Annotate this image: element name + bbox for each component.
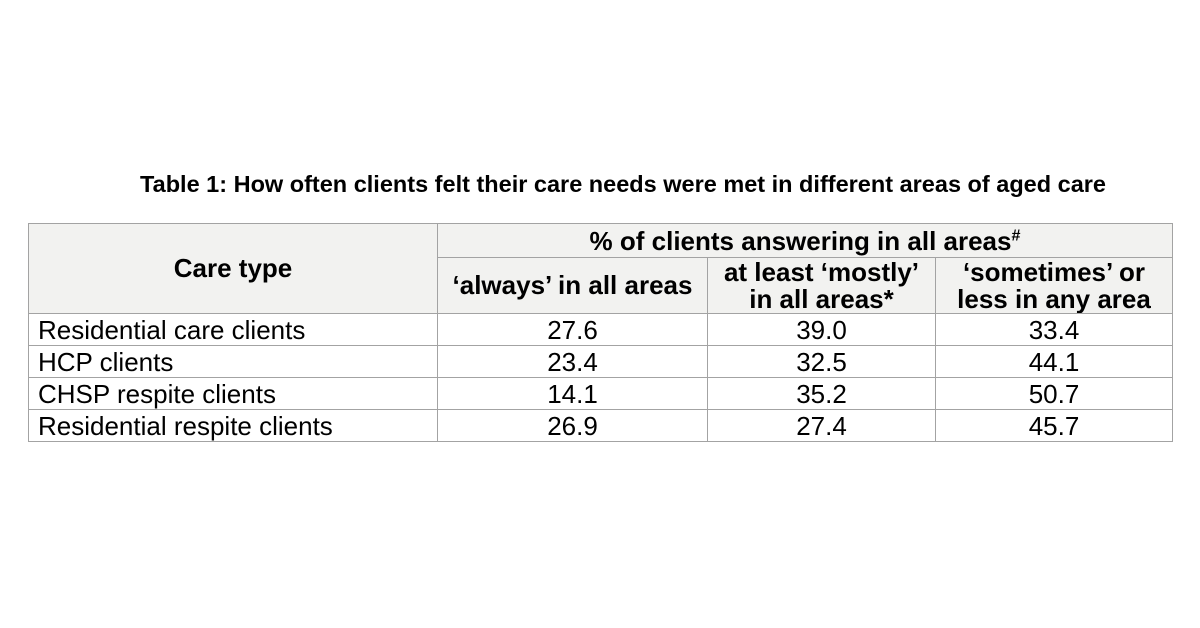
column-header: at least ‘mostly’ in all areas*: [707, 257, 936, 314]
column-header-line: at least ‘mostly’: [723, 257, 920, 287]
value-cell: 26.9: [437, 409, 708, 442]
column-header-line: ‘always’ in all areas: [452, 270, 693, 300]
value-cell: 27.4: [707, 409, 936, 442]
value-cell: 39.0: [707, 313, 936, 346]
column-header-line: in all areas*: [749, 283, 894, 314]
table-row: Residential care clients 27.6 39.0 33.4: [28, 313, 1173, 346]
group-header: % of clients answering in all areas#: [437, 223, 1173, 258]
table-title: Table 1: How often clients felt their ca…: [140, 171, 1106, 197]
data-table: Care type % of clients answering in all …: [28, 223, 1173, 442]
column-header: ‘sometimes’ or less in any area: [935, 257, 1173, 314]
table-row: Residential respite clients 26.9 27.4 45.7: [28, 409, 1173, 442]
header-row-group: Care type % of clients answering in all …: [28, 223, 1173, 314]
value-cell: 50.7: [935, 377, 1173, 410]
value-cell: 35.2: [707, 377, 936, 410]
group-header-text: % of clients answering in all areas: [589, 225, 1012, 256]
value-cell: 32.5: [707, 345, 936, 378]
care-type-cell: Residential respite clients: [28, 409, 438, 442]
column-header: ‘always’ in all areas: [437, 257, 708, 314]
table-row: CHSP respite clients 14.1 35.2 50.7: [28, 377, 1173, 410]
care-type-cell: Residential care clients: [28, 313, 438, 346]
value-cell: 45.7: [935, 409, 1173, 442]
care-type-header: Care type: [28, 223, 438, 314]
table-row: HCP clients 23.4 32.5 44.1: [28, 345, 1173, 378]
care-type-cell: HCP clients: [28, 345, 438, 378]
value-cell: 27.6: [437, 313, 708, 346]
care-type-cell: CHSP respite clients: [28, 377, 438, 410]
group-header-superscript: #: [1011, 225, 1021, 244]
value-cell: 14.1: [437, 377, 708, 410]
value-cell: 44.1: [935, 345, 1173, 378]
column-header-line: ‘sometimes’ or: [962, 257, 1146, 287]
column-header-line: less in any area: [957, 283, 1151, 314]
value-cell: 23.4: [437, 345, 708, 378]
value-cell: 33.4: [935, 313, 1173, 346]
header-row-columns: ‘always’ in all areas at least ‘mostly’ in…: [29, 257, 1173, 314]
